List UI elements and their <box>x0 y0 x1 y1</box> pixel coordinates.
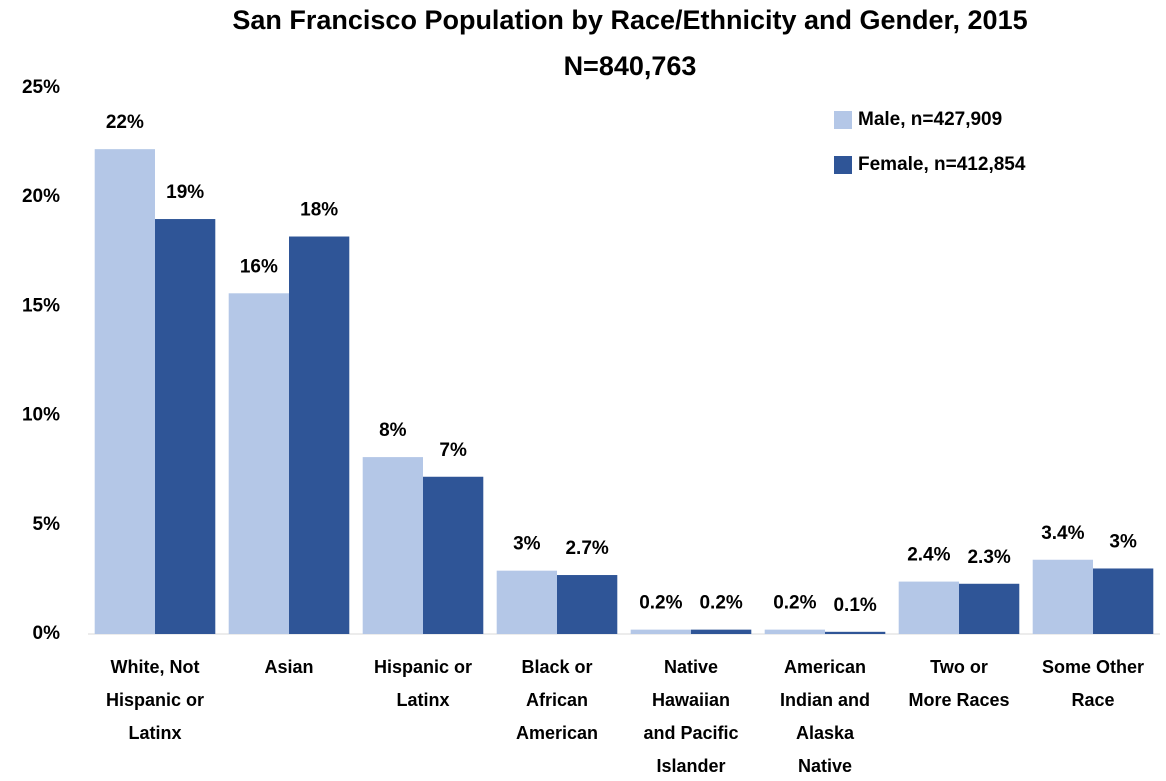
bar <box>362 457 423 634</box>
legend-swatch <box>834 156 852 174</box>
bar <box>691 629 752 634</box>
bar <box>1032 559 1093 634</box>
data-label: 8% <box>379 420 407 441</box>
data-label: 2.7% <box>565 538 608 559</box>
y-tick-label: 25% <box>22 77 60 98</box>
chart-title: San Francisco Population by Race/Ethnici… <box>232 5 1027 35</box>
bar <box>155 219 216 635</box>
data-label: 0.1% <box>833 595 876 616</box>
bar <box>496 570 557 634</box>
x-tick-label: White, Not Hispanic or Latinx <box>106 657 204 743</box>
data-label: 3.4% <box>1041 523 1084 544</box>
bar <box>630 629 691 634</box>
bar <box>557 575 618 634</box>
y-tick-label: 15% <box>22 295 60 316</box>
y-tick-label: 0% <box>33 623 61 644</box>
x-tick-label: Asian <box>264 657 313 677</box>
data-label: 7% <box>439 440 467 461</box>
data-label: 19% <box>166 182 204 203</box>
data-label: 3% <box>513 534 541 555</box>
x-tick-label: Native Hawaiian and Pacific Islander <box>643 657 738 776</box>
bar <box>825 631 886 634</box>
data-label: 22% <box>106 112 144 133</box>
data-label: 3% <box>1109 531 1137 552</box>
data-label: 0.2% <box>639 593 682 614</box>
legend-swatch <box>834 111 852 129</box>
data-label: 2.3% <box>967 547 1010 568</box>
bar <box>94 149 155 635</box>
legend-label: Male, n=427,909 <box>858 109 1002 130</box>
y-tick-label: 20% <box>22 186 60 207</box>
bar <box>959 583 1020 634</box>
data-label: 2.4% <box>907 545 950 566</box>
data-label: 18% <box>300 200 338 221</box>
bar <box>228 293 289 634</box>
y-tick-label: 10% <box>22 405 60 426</box>
bar <box>1093 568 1154 634</box>
chart-subtitle: N=840,763 <box>564 51 697 81</box>
bar <box>898 581 959 634</box>
x-tick-label: Hispanic or Latinx <box>374 657 472 710</box>
x-tick-label: American Indian and Alaska Native <box>780 657 870 776</box>
data-label: 16% <box>240 256 278 277</box>
legend-label: Female, n=412,854 <box>858 154 1026 175</box>
bar <box>289 236 350 634</box>
y-tick-label: 5% <box>33 514 61 535</box>
bar <box>423 476 484 634</box>
data-label: 0.2% <box>699 593 742 614</box>
bar <box>764 629 825 634</box>
data-label: 0.2% <box>773 593 816 614</box>
x-tick-label: Black or African American <box>516 657 598 743</box>
x-tick-label: Two or More Races <box>908 657 1009 710</box>
x-tick-label: Some Other Race <box>1042 657 1144 710</box>
